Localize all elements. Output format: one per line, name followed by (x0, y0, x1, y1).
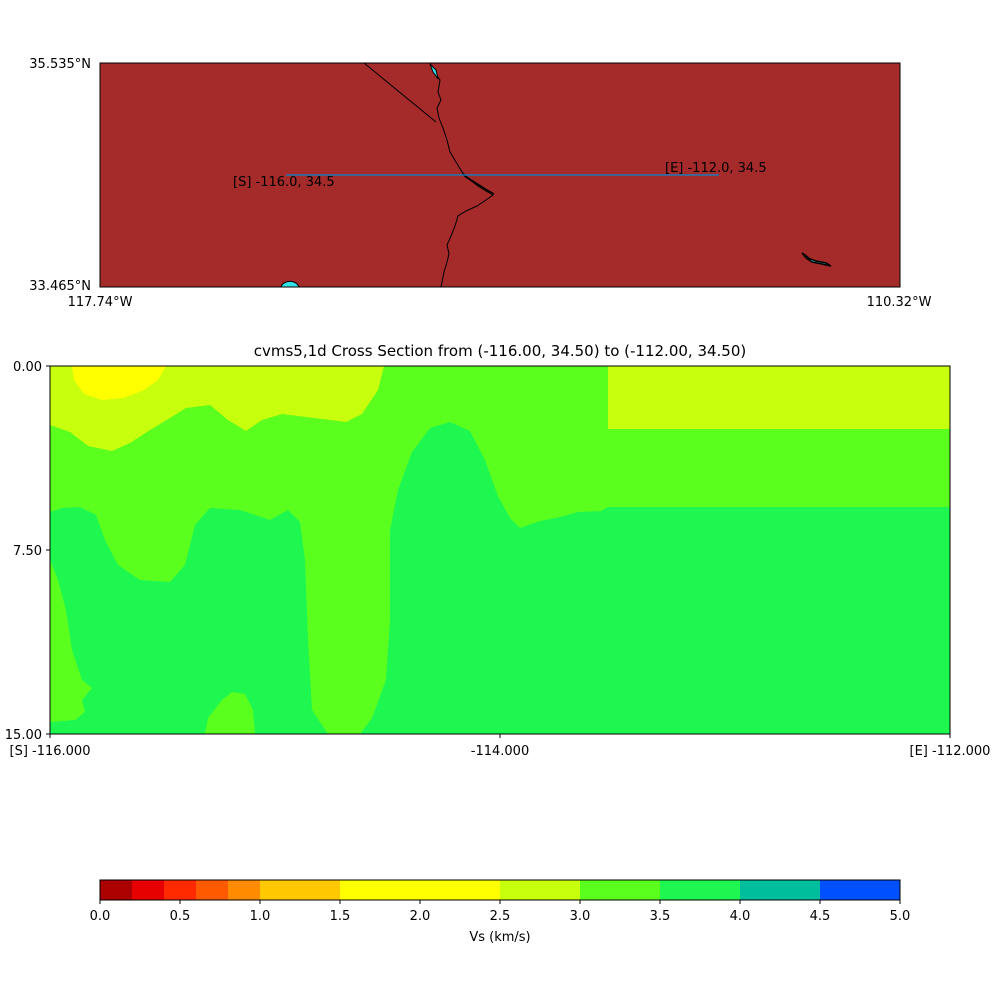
colorbar-bins (100, 880, 900, 900)
lake-east (801, 252, 832, 267)
end-point-label: [E] -112.0, 34.5 (665, 161, 767, 176)
colorbar-bin (500, 880, 580, 900)
colorbar-tick-label: 4.0 (730, 909, 751, 924)
colorbar-tick-label: 1.5 (330, 909, 351, 924)
x-tick-label: [S] -116.000 (10, 744, 91, 759)
x-axis: [S] -116.000 -114.000 [E] -112.000 (10, 734, 991, 759)
colorbar-bin (820, 880, 900, 900)
colorbar-tick-label: 3.0 (570, 909, 591, 924)
colorbar-tick-label: 0.5 (170, 909, 191, 924)
colorbar-bin (196, 880, 228, 900)
y-tick-label: 0.00 (13, 360, 42, 375)
y-tick-label: 7.50 (13, 544, 42, 559)
x-tick-label: -114.000 (471, 744, 529, 759)
colorbar-bin (100, 880, 132, 900)
colorbar-bin (164, 880, 196, 900)
colorbar-tick-label: 2.5 (490, 909, 511, 924)
state-border (363, 62, 437, 123)
colorbar-bin (660, 880, 740, 900)
y-axis: 0.00 7.50 15.00 (5, 360, 50, 743)
x-tick-label: [E] -112.000 (910, 744, 991, 759)
lon-right-label: 110.32°W (867, 295, 932, 310)
colorbar-bin (132, 880, 164, 900)
colorbar-bin (740, 880, 820, 900)
colorbar-tick-label: 5.0 (890, 909, 911, 924)
layer-vs-2.5-3.0-east (608, 366, 950, 429)
colorbar-bin (260, 880, 340, 900)
colorbar-tick-label: 0.0 (90, 909, 111, 924)
colorbar-bin (580, 880, 660, 900)
colorbar-tick-label: 3.5 (650, 909, 671, 924)
colorbar-tick-label: 2.0 (410, 909, 431, 924)
layer-vs-3.0-3.5 (50, 366, 950, 734)
location-map: [S] -116.0, 34.5 [E] -112.0, 34.5 35.535… (29, 57, 931, 310)
chart-title: cvms5,1d Cross Section from (-116.00, 34… (254, 342, 747, 360)
layer-vs-2.0-2.5 (72, 366, 166, 400)
lon-left-label: 117.74°W (68, 295, 133, 310)
layer-vs-3.0-3.5-bump (205, 692, 255, 734)
lat-top-label: 35.535°N (29, 57, 91, 72)
map-frame (99, 62, 901, 288)
layer-vs-3.0-3.5-left-edge (50, 560, 92, 722)
y-tick-label: 15.00 (5, 728, 42, 743)
colorbar-bin (340, 880, 500, 900)
colorbar-tick-label: 1.0 (250, 909, 271, 924)
colorbar: 0.0 0.5 1.0 1.5 2.0 2.5 3.0 3.5 4.0 4.5 5.0 Vs (km… (90, 879, 911, 945)
colorbar-tick-label: 4.5 (810, 909, 831, 924)
lat-bottom-label: 33.465°N (29, 279, 91, 294)
colorbar-ticks: 0.0 0.5 1.0 1.5 2.0 2.5 3.0 3.5 4.0 4.5 5.0 (90, 900, 911, 924)
colorbar-bin (228, 880, 260, 900)
start-point-label: [S] -116.0, 34.5 (233, 175, 335, 190)
colorado-river (429, 62, 494, 288)
cross-section-chart: cvms5,1d Cross Section from (-116.00, 34… (5, 342, 991, 759)
lake-havasu (461, 173, 495, 195)
lake-mead (429, 63, 439, 80)
colorbar-label: Vs (km/s) (469, 930, 530, 945)
